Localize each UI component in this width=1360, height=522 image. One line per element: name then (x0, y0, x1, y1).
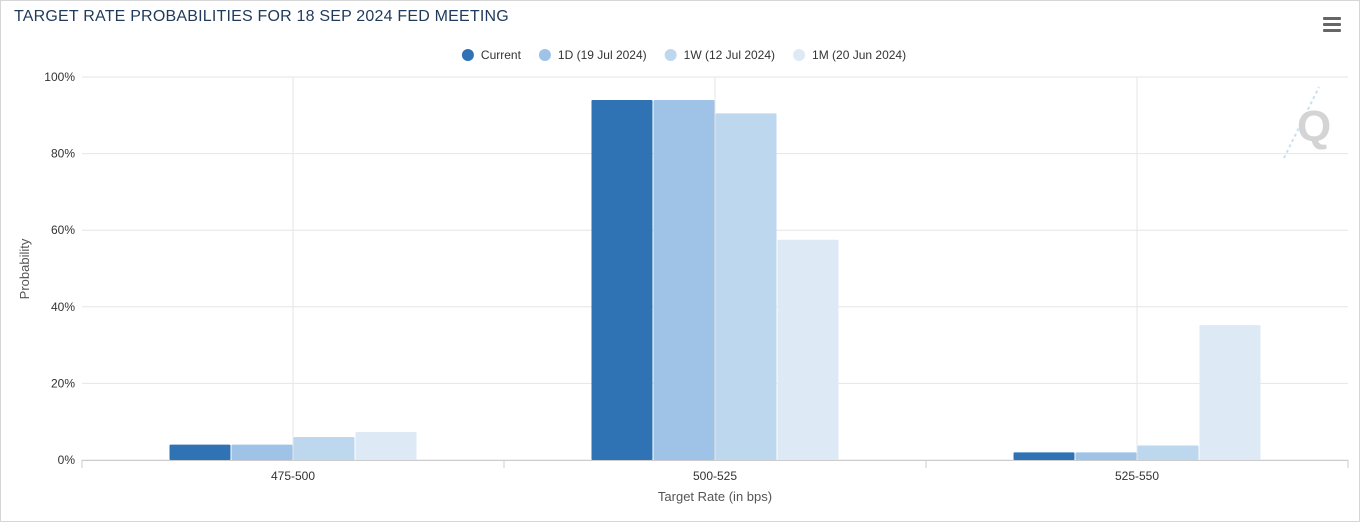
x-tick-label: 475-500 (271, 469, 315, 483)
legend: Current 1D (19 Jul 2024) 1W (12 Jul 2024) 1… (461, 48, 906, 62)
bar[interactable] (1013, 452, 1075, 460)
svg-text:Q: Q (1297, 102, 1331, 151)
x-axis: 475-500 500-525 525-550 (81, 460, 1349, 483)
hamburger-menu-icon[interactable] (1323, 17, 1341, 33)
legend-item[interactable]: 1W (12 Jul 2024) (664, 48, 775, 62)
bar[interactable] (715, 113, 777, 460)
bar[interactable] (653, 99, 715, 460)
legend-marker (538, 49, 551, 61)
y-tick-label: 60% (51, 223, 75, 237)
bar[interactable] (1199, 325, 1261, 460)
legend-item[interactable]: Current (461, 48, 522, 62)
bar[interactable] (1137, 445, 1199, 460)
bar[interactable] (591, 99, 653, 460)
bar[interactable] (355, 432, 417, 460)
bar[interactable] (293, 437, 355, 460)
x-tick-label: 500-525 (693, 469, 737, 483)
bar[interactable] (1075, 452, 1137, 460)
chart-title: TARGET RATE PROBABILITIES FOR 18 SEP 202… (14, 8, 509, 25)
bar[interactable] (777, 239, 839, 460)
legend-label: Current (481, 48, 522, 62)
y-axis: 0% 20% 40% 60% 80% 100% (44, 70, 75, 467)
legend-label: 1W (12 Jul 2024) (684, 48, 775, 62)
y-tick-label: 100% (44, 70, 75, 84)
legend-marker (664, 49, 677, 61)
y-tick-label: 20% (51, 376, 75, 390)
y-axis-title: Probability (17, 238, 32, 299)
legend-marker (461, 49, 474, 61)
legend-label: 1D (19 Jul 2024) (558, 48, 647, 62)
gridlines (82, 76, 1348, 461)
legend-label: 1M (20 Jun 2024) (812, 48, 906, 62)
legend-item[interactable]: 1D (19 Jul 2024) (538, 48, 647, 62)
y-tick-label: 40% (51, 300, 75, 314)
x-axis-title: Target Rate (in bps) (658, 489, 772, 504)
bar[interactable] (169, 444, 231, 460)
cme-q-logo-icon: Q (1283, 86, 1331, 159)
y-tick-label: 80% (51, 147, 75, 161)
bars (169, 99, 1261, 460)
x-tick-label: 525-550 (1115, 469, 1159, 483)
legend-marker (793, 49, 806, 61)
legend-item[interactable]: 1M (20 Jun 2024) (793, 48, 906, 62)
y-tick-label: 0% (58, 453, 76, 467)
bar[interactable] (231, 444, 293, 460)
